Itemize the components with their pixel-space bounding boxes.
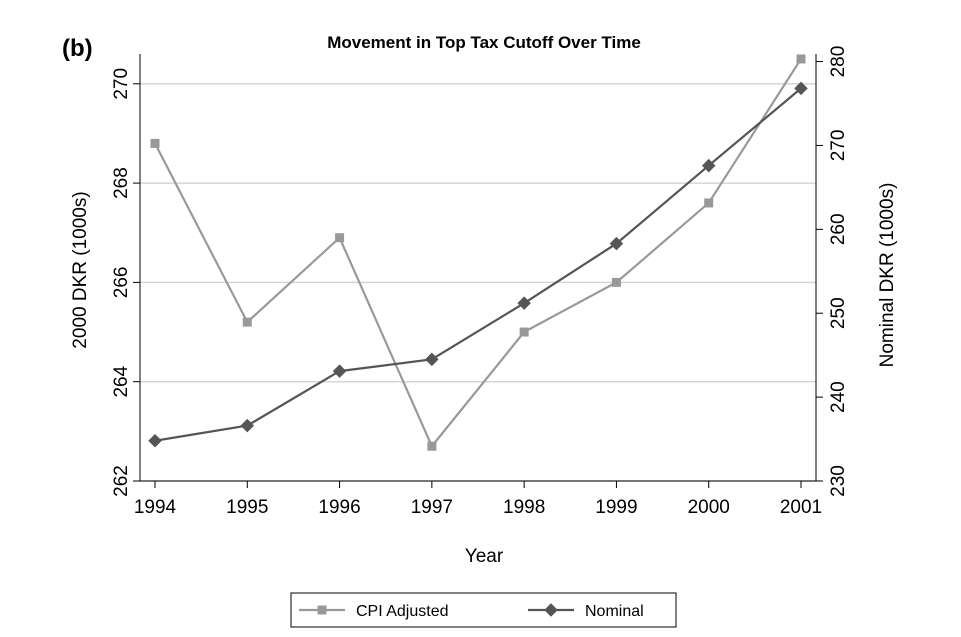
legend: CPI Adjusted Nominal: [290, 592, 677, 628]
x-tick-label: 1995: [226, 497, 268, 518]
legend-label: CPI Adjusted: [356, 603, 449, 620]
left-tick-label: 266: [111, 267, 132, 299]
series-nominal: [148, 81, 808, 448]
data-point-nominal: [148, 433, 162, 448]
data-point-cpi-adjusted: [704, 198, 714, 208]
data-point-cpi-adjusted: [611, 277, 621, 287]
legend-item-cpi-adjusted: CPI Adjusted: [299, 603, 449, 620]
x-tick-label: 2000: [688, 497, 730, 518]
gridlines: [140, 83, 816, 482]
left-tick-label: 268: [111, 167, 132, 199]
data-point-cpi-adjusted: [519, 327, 529, 337]
data-point-cpi-adjusted: [242, 317, 252, 327]
legend-label: Nominal: [585, 603, 644, 620]
x-tick-label: 1997: [411, 497, 453, 518]
left-tick-label: 270: [111, 68, 132, 100]
legend-box: [290, 592, 677, 628]
x-tick-label: 2001: [780, 497, 822, 518]
legend-marker: [317, 605, 327, 615]
data-point-cpi-adjusted: [427, 441, 437, 451]
right-axis-title: Nominal DKR (1000s): [877, 183, 898, 368]
data-point-cpi-adjusted: [335, 233, 345, 243]
right-tick-label: 230: [828, 465, 849, 497]
right-tick-label: 260: [828, 213, 849, 245]
data-point-nominal: [794, 81, 808, 96]
data-point-nominal: [332, 364, 347, 378]
data-point-nominal: [517, 296, 531, 310]
x-tick-label: 1996: [318, 497, 360, 518]
right-tick-label: 280: [828, 46, 849, 78]
data-point-nominal: [609, 236, 624, 251]
series-cpi-adjusted: [150, 54, 806, 451]
chart-title: Movement in Top Tax Cutoff Over Time: [327, 33, 641, 52]
x-tick-label: 1999: [595, 497, 637, 518]
right-tick-label: 240: [828, 381, 849, 413]
panel-label: (b): [62, 35, 93, 62]
data-point-nominal: [240, 418, 255, 433]
left-tick-label: 264: [111, 365, 132, 397]
right-tick-label: 250: [828, 297, 849, 329]
data-point-nominal: [701, 158, 716, 173]
series-line-nominal: [154, 87, 802, 442]
legend-marker: [544, 603, 558, 617]
axes: 262 264 266 268 270 230 240 250 260 270 280 1994 199…: [111, 46, 849, 518]
x-axis-title: Year: [465, 546, 504, 567]
data-point-cpi-adjusted: [796, 54, 806, 64]
x-tick-label: 1994: [134, 497, 177, 518]
left-tick-label: 262: [111, 465, 132, 497]
data-point-cpi-adjusted: [150, 138, 160, 148]
legend-item-nominal: Nominal: [528, 603, 644, 620]
left-axis-title: 2000 DKR (1000s): [70, 191, 91, 348]
data-point-nominal: [425, 352, 439, 367]
x-tick-label: 1998: [503, 497, 545, 518]
series-line-cpi-adjusted: [154, 58, 802, 449]
right-tick-label: 270: [828, 130, 849, 162]
series-layer: [148, 54, 808, 451]
